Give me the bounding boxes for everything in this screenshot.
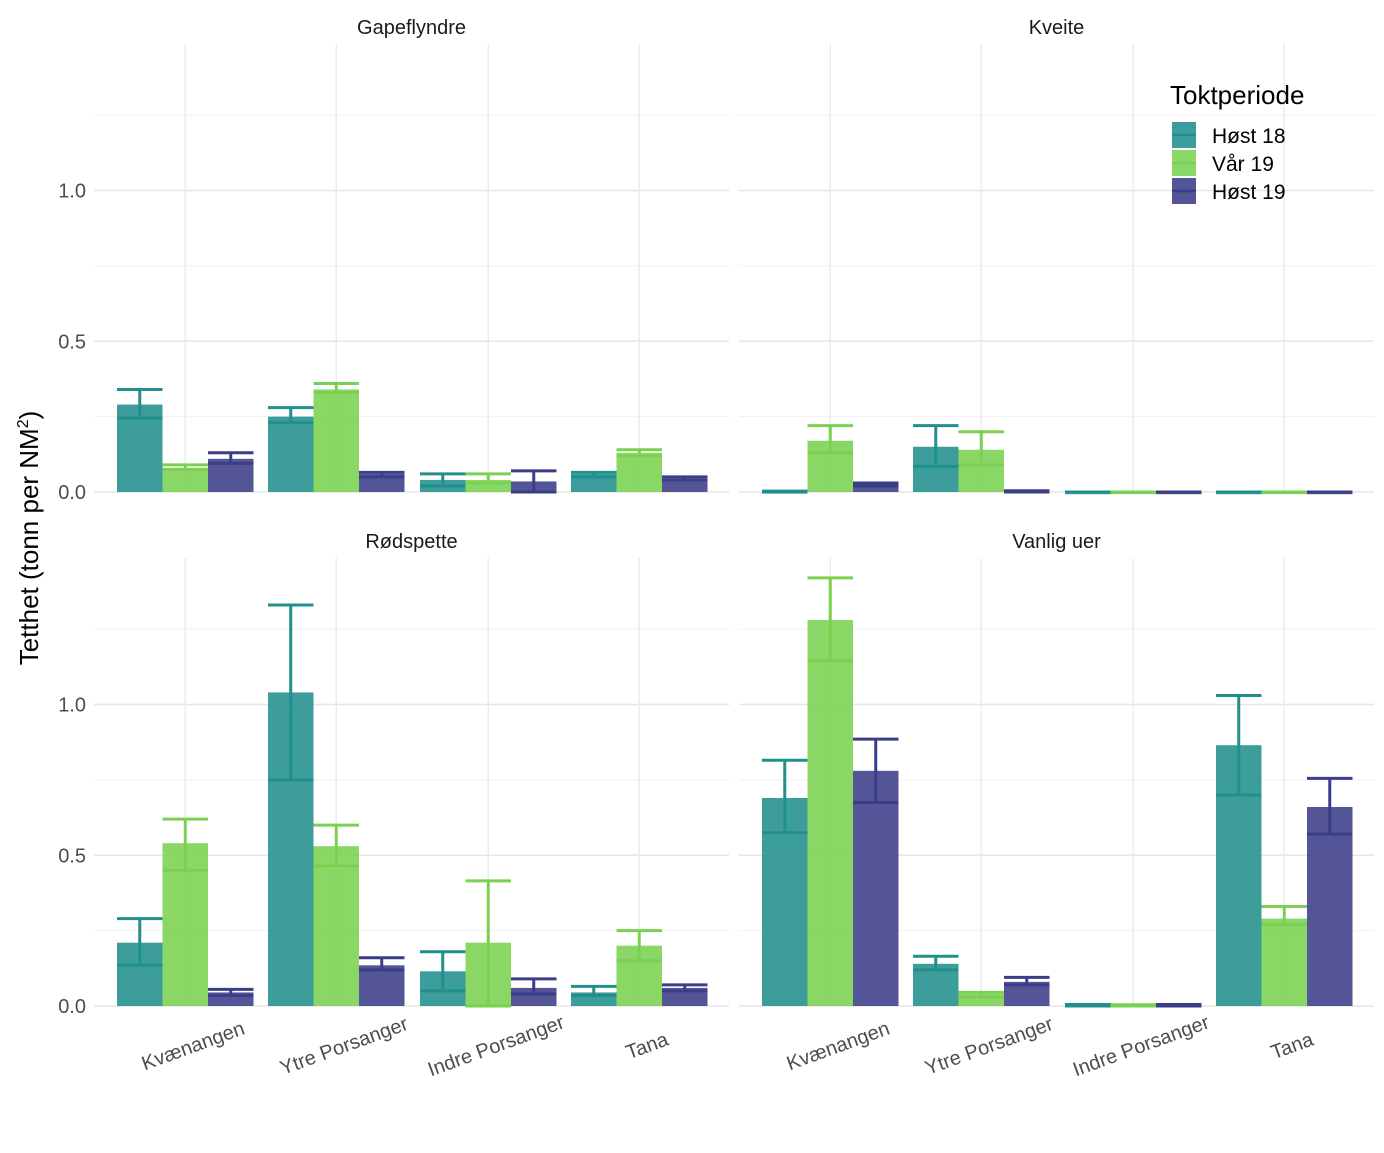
y-tick-label: 0.0: [58, 482, 86, 504]
bar-host-19-kvaenangen: [853, 770, 899, 1006]
legend-title: Toktperiode: [1170, 80, 1304, 110]
bar-var-19-kvaenangen: [162, 467, 208, 492]
bar-var-19-tana: [616, 452, 662, 492]
bar-var-19-tana: [1261, 918, 1307, 1006]
chart-panels: Gapeflyndre 0.0 0.5 1.0 Kveite Rødspette 0.0 0.…: [58, 17, 1374, 1081]
x-tick-label: Indre Porsanger: [425, 1011, 568, 1081]
y-axis-label-main: Tetthet (tonn per NM: [14, 428, 44, 665]
x-tick-label: Ytre Porsanger: [277, 1013, 411, 1080]
y-tick-label: 0.0: [58, 996, 86, 1018]
legend-label-host-18: Høst 18: [1212, 125, 1286, 148]
y-axis-label: Tetthet (tonn per NM2): [14, 411, 44, 666]
panel-rodspette: Rødspette 0.0 0.5 1.0 Kvænangen Ytre Porsange…: [58, 531, 729, 1081]
panel-kveite: Kveite: [739, 17, 1374, 495]
bar-host-19-tana: [662, 478, 708, 492]
panel-vanlig-uer: Vanlig uer Kvænangen Ytre Porsanger Indre P…: [739, 531, 1374, 1081]
bar-host-19-kvaenangen: [853, 482, 899, 492]
facet-title: Kveite: [1029, 17, 1085, 39]
bar-var-19-ytre-porsanger: [313, 389, 359, 492]
bar-var-19-kvaenangen: [807, 620, 853, 1006]
bar-host-19-tana: [662, 987, 708, 1006]
y-axis-label-close: ): [14, 411, 44, 420]
bar-host-19-ytre-porsanger: [359, 473, 405, 492]
facet-title: Gapeflyndre: [357, 17, 466, 39]
y-tick-label: 1.0: [58, 181, 86, 203]
legend: Toktperiode Høst 18 Vår 19 Høst 19: [1170, 80, 1304, 204]
facet-title: Vanlig uer: [1012, 531, 1101, 553]
x-tick-label: Kvænangen: [139, 1018, 248, 1076]
y-tick-label: 0.5: [58, 331, 86, 353]
facet-title: Rødspette: [365, 531, 457, 553]
bar-host-19-ytre-porsanger: [359, 965, 405, 1006]
bar-var-19-ytre-porsanger: [313, 846, 359, 1006]
x-tick-label: Indre Porsanger: [1070, 1011, 1213, 1081]
x-tick-label: Kvænangen: [784, 1018, 893, 1076]
x-tick-label: Tana: [1268, 1028, 1317, 1064]
bar-host-19-indre-porsanger: [511, 987, 557, 1006]
panel-gapeflyndre: Gapeflyndre 0.0 0.5 1.0: [58, 17, 729, 504]
y-tick-label: 1.0: [58, 695, 86, 717]
bar-host-18-ytre-porsanger: [268, 416, 314, 492]
y-tick-label: 0.5: [58, 845, 86, 867]
y-axis-label-group: Tetthet (tonn per NM2): [14, 411, 44, 666]
x-tick-label: Tana: [623, 1028, 672, 1064]
bar-host-18-tana: [571, 473, 617, 492]
bar-host-19-tana: [1307, 807, 1353, 1006]
legend-label-host-19: Høst 19: [1212, 181, 1286, 204]
legend-label-var-19: Vår 19: [1212, 153, 1274, 176]
x-tick-label: Ytre Porsanger: [922, 1013, 1056, 1080]
y-axis-label-superscript: 2: [15, 419, 32, 428]
